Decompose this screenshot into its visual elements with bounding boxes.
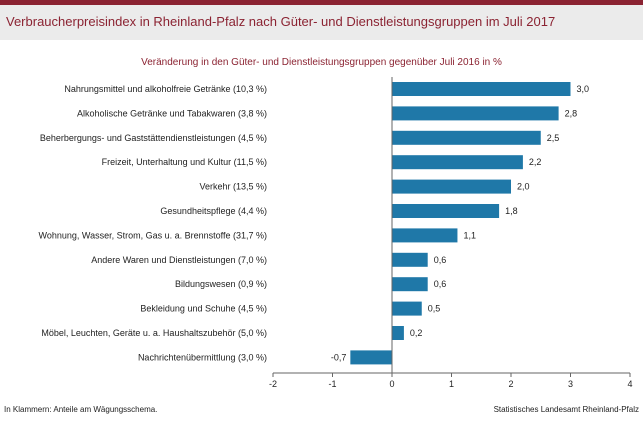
- data-label: 2,2: [529, 157, 542, 167]
- data-label: 2,0: [517, 182, 530, 192]
- data-label: 0,6: [434, 255, 447, 265]
- header-bar: Verbraucherpreisindex in Rheinland-Pfalz…: [0, 5, 643, 40]
- category-label: Bildungswesen (0,9 %): [175, 279, 267, 289]
- x-tick-label: -2: [269, 379, 277, 389]
- data-label: 3,0: [577, 84, 590, 94]
- top-accent-bar: [0, 0, 643, 5]
- data-label: 2,8: [565, 108, 578, 118]
- x-tick-label: 0: [389, 379, 394, 389]
- category-label: Gesundheitspflege (4,4 %): [160, 206, 267, 216]
- category-label: Möbel, Leuchten, Geräte u. a. Haushaltsz…: [41, 328, 267, 338]
- bar: [392, 252, 428, 267]
- data-label: 1,1: [463, 230, 476, 240]
- bar: [392, 326, 404, 340]
- data-label: 1,8: [505, 206, 518, 216]
- category-label: Nahrungsmittel und alkoholfreie Getränke…: [64, 84, 267, 94]
- category-label: Nachrichtenübermittlung (3,0 %): [138, 352, 267, 362]
- category-label: Beherbergungs- und Gaststättendienstleis…: [40, 133, 267, 143]
- data-label: 2,5: [547, 133, 560, 143]
- bar: [392, 82, 571, 96]
- bar: [392, 277, 428, 292]
- x-tick-label: 2: [508, 379, 513, 389]
- category-label: Verkehr (13,5 %): [199, 182, 267, 192]
- bar: [350, 350, 392, 365]
- category-label: Freizeit, Unterhaltung und Kultur (11,5 …: [102, 157, 267, 167]
- data-label: -0,7: [331, 352, 347, 362]
- x-tick-label: 4: [627, 379, 632, 389]
- bar: [392, 155, 523, 170]
- source-note: Statistisches Landesamt Rheinland-Pfalz: [493, 405, 639, 414]
- category-label: Alkoholische Getränke und Tabakwaren (3,…: [77, 108, 267, 118]
- x-tick-label: 1: [449, 379, 454, 389]
- category-label: Andere Waren und Dienstleistungen (7,0 %…: [91, 255, 267, 265]
- category-label: Bekleidung und Schuhe (4,5 %): [140, 304, 267, 314]
- bar: [392, 228, 458, 243]
- data-label: 0,6: [434, 279, 447, 289]
- bar: [392, 130, 541, 145]
- bar: [392, 106, 559, 121]
- bar: [392, 301, 422, 316]
- data-label: 0,2: [410, 328, 423, 338]
- bar: [392, 204, 500, 218]
- chart-title: Verbraucherpreisindex in Rheinland-Pfalz…: [6, 14, 556, 29]
- x-tick-label: 3: [568, 379, 573, 389]
- chart-subtitle: Veränderung in den Güter- und Dienstleis…: [141, 57, 502, 68]
- bar: [392, 179, 511, 194]
- data-label: 0,5: [428, 304, 441, 314]
- category-label: Wohnung, Wasser, Strom, Gas u. a. Brenns…: [39, 230, 267, 240]
- x-tick-label: -1: [328, 379, 336, 389]
- footnote: In Klammern: Anteile am Wägungsschema.: [4, 405, 158, 414]
